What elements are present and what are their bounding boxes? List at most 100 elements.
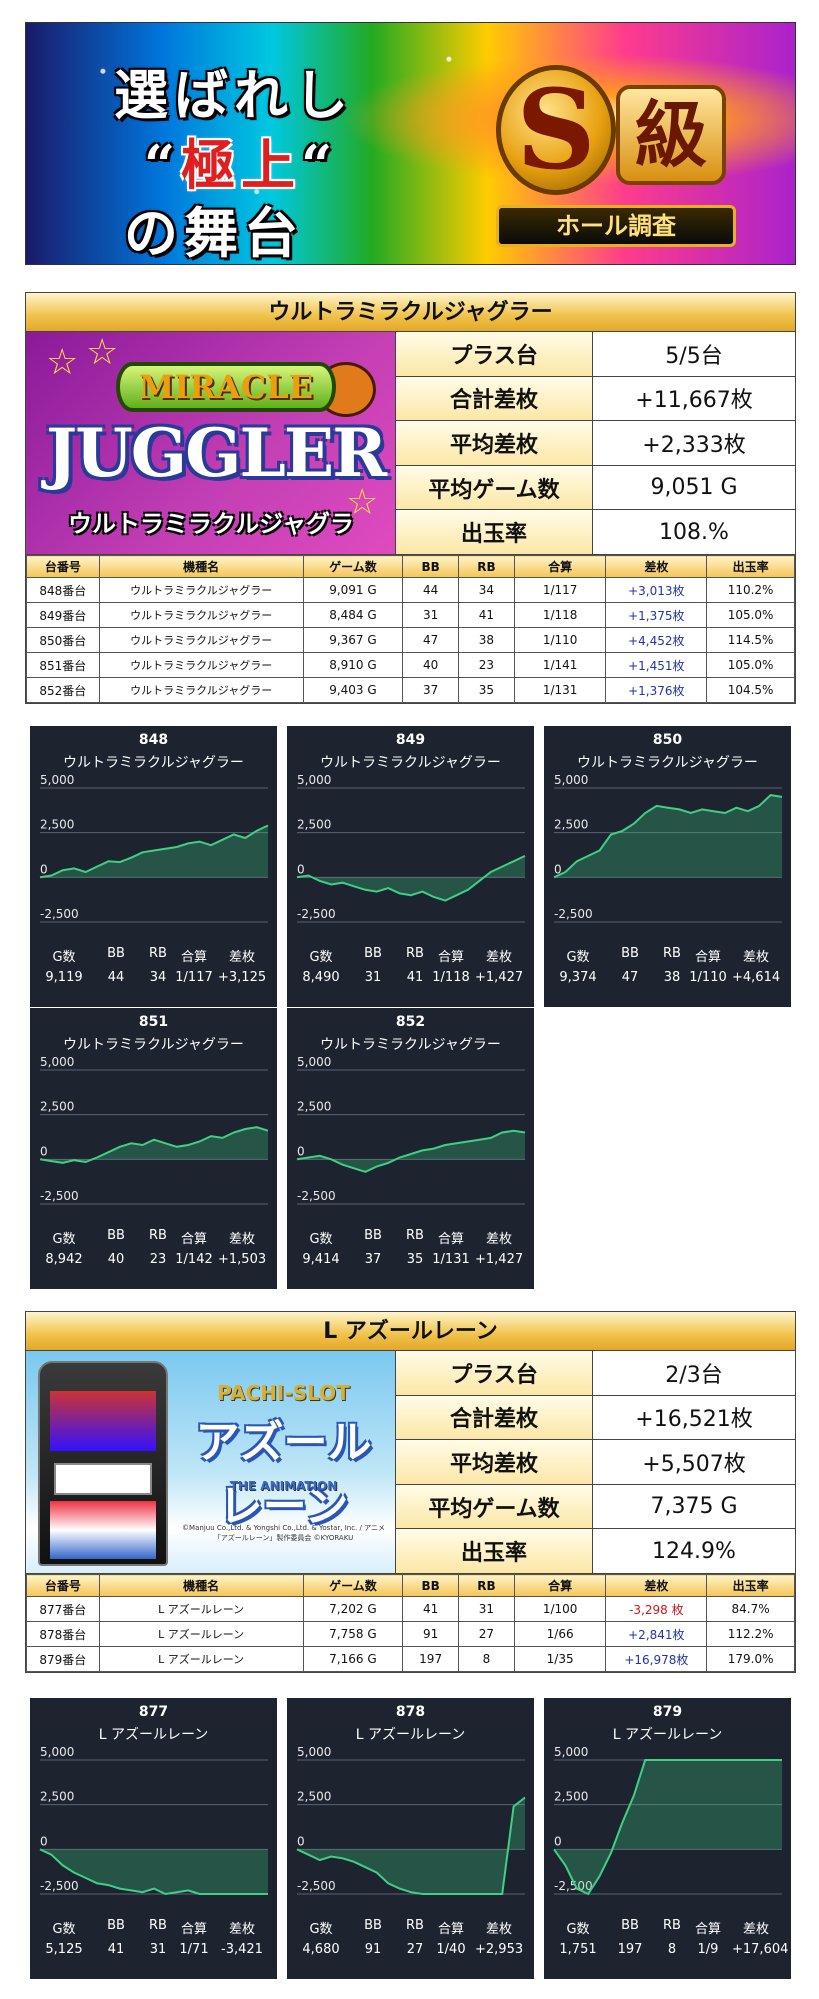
table-cell: ウルトラミラクルジャグラー: [98, 602, 304, 628]
y-tick-label: 5,000: [40, 1746, 74, 1759]
table-row: 878番台 L アズールレーン 7,758 G 91 27 1/66 +2,841枚 112.…: [26, 1621, 795, 1647]
series-line: [553, 1759, 782, 1896]
series-area: [297, 1130, 525, 1172]
stat-value: 1/110: [689, 970, 727, 985]
table-cell: L アズールレーン: [98, 1596, 304, 1622]
column-header: 台番号: [26, 555, 100, 578]
stat-label: プラス台: [396, 332, 593, 376]
badge-ribbon: ホール調査: [496, 205, 736, 247]
table-row: 852番台 ウルトラミラクルジャグラー 9,403 G 37 35 1/131 +1,376…: [26, 677, 795, 703]
stat-label: 平均差枚: [396, 1440, 593, 1484]
y-tick-label: -2,500: [297, 1189, 336, 1203]
stat-value: 5,125: [45, 1942, 83, 1957]
stat-label: 出玉率: [396, 510, 593, 554]
y-tick-label: 5,000: [554, 774, 588, 787]
table-cell: 9,403 G: [302, 677, 404, 703]
y-tick-label: -2,500: [40, 1879, 79, 1893]
stat-header: BB: [364, 1228, 382, 1243]
chart-card: 849 ウルトラミラクルジャグラー 5,000 2,500 0 -2,500 G数 8,490…: [287, 726, 534, 1007]
stat-header: 差枚: [485, 1922, 512, 1937]
banner-quote-close: “: [301, 133, 339, 197]
stat-header: 合算: [694, 950, 721, 965]
stat-header: G数: [309, 950, 333, 965]
table-cell: ウルトラミラクルジャグラー: [98, 577, 304, 603]
chart-plot: 5,000 2,500 0 -2,500: [553, 774, 783, 923]
series-line: [553, 794, 783, 879]
table-cell: ウルトラミラクルジャグラー: [98, 652, 304, 678]
banner-line3: の舞台: [124, 201, 304, 265]
table-cell: 879番台: [26, 1646, 100, 1672]
table-cell: 91: [402, 1621, 460, 1647]
stat-header: 合算: [437, 1922, 464, 1937]
stat-value: +16,521枚: [593, 1395, 795, 1440]
table-cell: 47: [402, 627, 460, 653]
logo-azurlane: アズールレーン: [195, 1417, 372, 1532]
stat-value: 1/131: [432, 1252, 470, 1267]
summary-stats: プラス台 2/3台 合計差枚 +16,521枚 平均差枚 +5,507枚 平均ゲーム数…: [396, 1351, 795, 1573]
chart-title: 850: [652, 732, 683, 748]
stat-value: 124.9%: [593, 1529, 795, 1573]
table-cell: 1/131: [513, 677, 607, 703]
y-tick-label: 0: [40, 862, 48, 876]
series-line: [39, 824, 269, 879]
stat-value: +1,503: [218, 1252, 267, 1267]
badge-kyu: 級: [616, 85, 726, 185]
chart-card: 879 L アズールレーン 5,000 2,500 0 -2,500 G数 1,751 BB 19…: [544, 1698, 791, 1979]
table-cell: 7,758 G: [302, 1621, 404, 1647]
badge-s-letter: S: [496, 65, 616, 195]
stat-header: 差枚: [228, 1232, 255, 1247]
logo-word-juggler: JUGGLER: [46, 414, 387, 492]
chart-card: 851 ウルトラミラクルジャグラー 5,000 2,500 0 -2,500 G数 8,942…: [30, 1008, 277, 1289]
table-cell: 852番台: [26, 677, 100, 703]
stat-value: 8: [667, 1942, 677, 1957]
stat-label: 出玉率: [396, 1529, 593, 1573]
stat-header: BB: [364, 1918, 382, 1933]
table-cell: ウルトラミラクルジャグラー: [98, 677, 304, 703]
table-cell: +1,376枚: [605, 677, 708, 703]
table-cell: 1/118: [513, 602, 607, 628]
stat-value: 108.%: [593, 510, 795, 554]
chart-title: 852: [395, 1014, 426, 1030]
table-cell: 38: [458, 627, 515, 653]
summary-stats: プラス台 5/5台 合計差枚 +11,667枚 平均差枚 +2,333枚 平均ゲーム数…: [396, 332, 795, 554]
stat-value: 8,942: [45, 1252, 83, 1267]
y-tick-label: 5,000: [40, 774, 74, 787]
column-header: BB: [402, 555, 460, 578]
table-cell: 7,166 G: [302, 1646, 404, 1672]
column-header: RB: [458, 555, 515, 578]
table-cell: +1,451枚: [605, 652, 708, 678]
chart-plot: 5,000 2,500 0 -2,500: [553, 1746, 782, 1896]
chart-card: 878 L アズールレーン 5,000 2,500 0 -2,500 G数 4,680 BB 91…: [287, 1698, 534, 1979]
stat-value: 1/40: [436, 1942, 466, 1957]
stat-label: 平均ゲーム数: [396, 465, 593, 510]
y-tick-label: 2,500: [554, 1790, 588, 1804]
chart-card: 848 ウルトラミラクルジャグラー 5,000 2,500 0 -2,500 G数 9,119…: [30, 726, 277, 1007]
stat-header: G数: [52, 1922, 76, 1937]
stat-header: BB: [621, 946, 639, 961]
stat-header: 合算: [437, 1232, 464, 1247]
stat-value: 47: [621, 970, 639, 985]
table-cell: +2,841枚: [605, 1621, 708, 1647]
s-class-badge: S 級 ホール調査: [466, 35, 756, 255]
stat-header: 差枚: [485, 1232, 512, 1247]
series-area: [554, 1760, 782, 1894]
stat-value: 8,490: [302, 970, 340, 985]
chart-card: 850 ウルトラミラクルジャグラー 5,000 2,500 0 -2,500 G数 9,374…: [544, 726, 791, 1007]
series-line: [296, 1796, 526, 1895]
column-header: RB: [458, 1574, 515, 1597]
stat-value: 9,414: [302, 1252, 340, 1267]
stat-value: +2,953: [475, 1942, 524, 1957]
table-row: 851番台 ウルトラミラクルジャグラー 8,910 G 40 23 1/141 +1,451…: [26, 652, 795, 678]
stat-header: 合算: [180, 950, 207, 965]
stat-value: +2,333枚: [593, 421, 795, 465]
series-line: [296, 854, 526, 902]
star-icon: ☆: [86, 332, 119, 373]
column-header: BB: [402, 1574, 460, 1597]
stat-header: RB: [663, 946, 681, 961]
y-tick-label: 2,500: [40, 1790, 74, 1804]
table-cell: 31: [458, 1596, 515, 1622]
table-cell: 9,091 G: [302, 577, 404, 603]
banner-gokujo: 極上: [181, 133, 302, 197]
stat-value: 197: [617, 1942, 643, 1957]
stat-value: 1/71: [179, 1942, 209, 1957]
